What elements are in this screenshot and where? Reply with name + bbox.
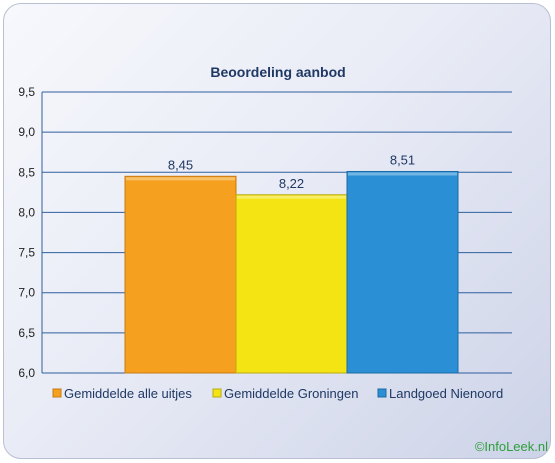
legend: Gemiddelde alle uitjes Gemiddelde Groning…: [52, 386, 503, 401]
bar-highlight: [237, 195, 346, 199]
y-tick-label: 8,5: [18, 165, 35, 179]
data-label: 8,51: [390, 152, 415, 167]
legend-label: Gemiddelde alle uitjes: [64, 386, 192, 401]
legend-swatch: [52, 388, 62, 398]
y-tick-label: 9,0: [18, 125, 35, 139]
y-tick-label: 6,0: [18, 366, 35, 380]
y-tick-label: 6,5: [18, 326, 35, 340]
y-axis: 6,0 6,5 7,0 7,5 8,0 8,5 9,0 9,5: [18, 85, 43, 380]
y-tick-label: 8,0: [18, 205, 35, 219]
chart-title: Beoordeling aanbod: [210, 64, 345, 80]
legend-label: Landgoed Nienoord: [389, 386, 503, 401]
bar: [124, 175, 237, 374]
bars: [124, 170, 459, 374]
data-label: 8,45: [168, 157, 193, 172]
bar: [346, 170, 459, 374]
bar-highlight: [126, 177, 235, 181]
bar-highlight: [348, 172, 457, 176]
y-tick-label: 9,5: [18, 85, 35, 99]
bar: [235, 194, 348, 374]
watermark: ©InfoLeek.nl: [475, 439, 548, 454]
data-label: 8,22: [279, 176, 304, 191]
legend-swatch: [212, 388, 222, 398]
legend-swatch: [377, 388, 387, 398]
legend-label: Gemiddelde Groningen: [224, 386, 358, 401]
data-labels: 8,45 8,22 8,51: [168, 152, 415, 190]
y-tick-label: 7,0: [18, 286, 35, 300]
y-tick-label: 7,5: [18, 246, 35, 260]
